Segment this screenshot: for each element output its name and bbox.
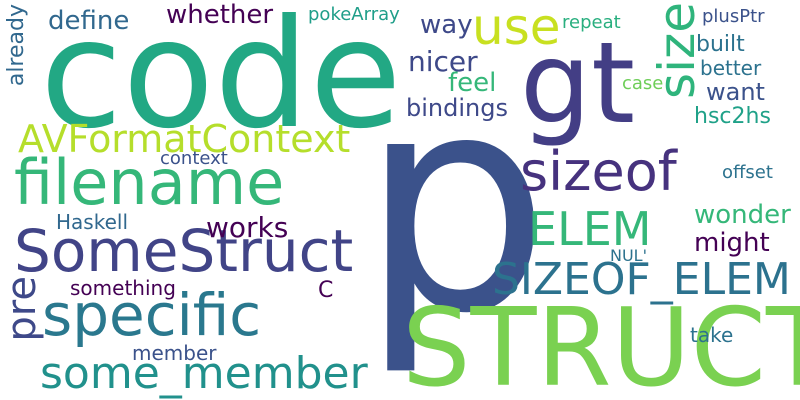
word-works: works	[206, 211, 289, 244]
word-p: p	[360, 30, 551, 379]
word-repeat: repeat	[562, 12, 621, 33]
word-whether: whether	[166, 0, 274, 30]
word-gt: gt	[520, 19, 636, 149]
word-define: define	[48, 6, 130, 36]
word-code: code	[40, 0, 402, 162]
word-filename: filename	[14, 146, 285, 219]
word-STRUCT: STRUCT	[402, 286, 800, 400]
word-nicer: nicer	[408, 45, 478, 78]
word-already: already	[4, 4, 29, 87]
word-case: case	[622, 73, 664, 94]
word-pokeArray: pokeArray	[308, 4, 400, 25]
word-member: member	[132, 341, 217, 365]
word-some_member: some_member	[40, 348, 368, 399]
word-hsc2hs: hsc2hs	[694, 104, 771, 129]
word-SomeStruct: SomeStruct	[14, 217, 354, 285]
word-better: better	[700, 56, 762, 80]
word-bindings: bindings	[406, 94, 508, 122]
word-context: context	[160, 148, 228, 169]
word-sizeof: sizeof	[520, 140, 677, 203]
word-AVFormatContext: AVFormatContext	[18, 117, 351, 161]
word-wonder: wonder	[694, 200, 791, 230]
word-pre: pre	[0, 276, 45, 342]
word-plusPtr: plusPtr	[702, 6, 765, 27]
word-C: C	[318, 278, 334, 303]
word-want: want	[706, 78, 765, 106]
word-built: built	[696, 32, 745, 57]
word-take: take	[690, 323, 734, 347]
word-something: something	[70, 276, 176, 300]
word-might: might	[694, 228, 770, 258]
word-use: use	[472, 0, 561, 56]
word-offset: offset	[722, 162, 773, 183]
word-feel: feel	[448, 68, 497, 98]
word-way: way	[420, 10, 473, 40]
word-NUL: NUL'	[610, 246, 647, 265]
word-specific: specific	[42, 281, 262, 349]
word-Haskell: Haskell	[56, 210, 129, 234]
word-SIZEOF_ELEM: SIZEOF_ELEM	[492, 254, 791, 305]
word-ELEM: ELEM	[528, 202, 652, 256]
